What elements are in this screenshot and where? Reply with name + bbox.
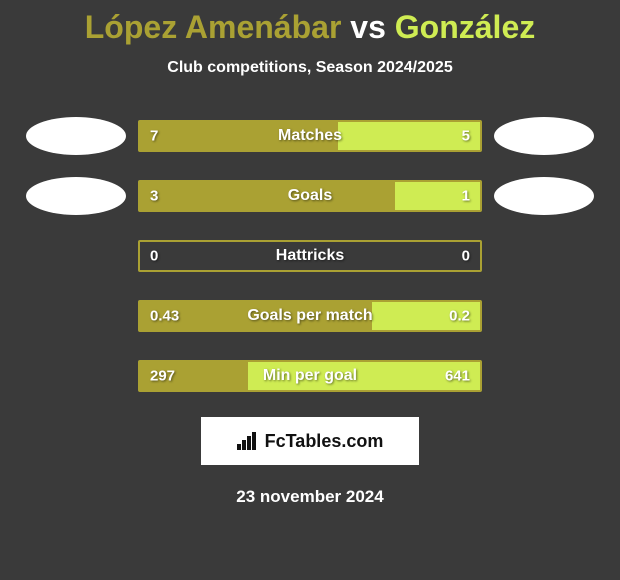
stat-row: 7 5 Matches [0, 117, 620, 155]
stat-value-right: 0 [462, 248, 470, 265]
stat-value-left: 3 [150, 188, 158, 205]
bar-right-fill [338, 122, 480, 150]
stat-value-right: 1 [462, 188, 470, 205]
chart-icon [237, 432, 259, 450]
stat-bar: 7 5 Matches [138, 120, 482, 152]
attribution-badge: FcTables.com [201, 417, 419, 465]
stat-bar: 0.43 0.2 Goals per match [138, 300, 482, 332]
stat-row: 0 0 Hattricks [0, 237, 620, 275]
stat-bar: 0 0 Hattricks [138, 240, 482, 272]
stat-value-right: 0.2 [449, 308, 470, 325]
stat-label: Matches [278, 127, 342, 145]
stat-value-left: 0.43 [150, 308, 179, 325]
stat-value-left: 0 [150, 248, 158, 265]
stat-value-right: 641 [445, 368, 470, 385]
attribution-text: FcTables.com [265, 431, 384, 452]
title-player1: López Amenábar [85, 9, 342, 45]
title-vs: vs [341, 9, 394, 45]
subtitle: Club competitions, Season 2024/2025 [0, 59, 620, 77]
stat-label: Hattricks [276, 247, 344, 265]
bar-left-fill [140, 182, 395, 210]
stat-value-left: 297 [150, 368, 175, 385]
stat-bar: 3 1 Goals [138, 180, 482, 212]
stat-row: 0.43 0.2 Goals per match [0, 297, 620, 335]
stat-label: Goals [288, 187, 332, 205]
stat-bar: 297 641 Min per goal [138, 360, 482, 392]
stat-value-left: 7 [150, 128, 158, 145]
stat-value-right: 5 [462, 128, 470, 145]
page-title: López Amenábar vs González [0, 0, 620, 45]
stat-label: Min per goal [263, 367, 357, 385]
comparison-chart: 7 5 Matches 3 1 Goals 0 0 Hattricks 0.43 0.2 Goals … [0, 117, 620, 395]
player1-club-logo [26, 177, 126, 215]
datestamp: 23 november 2024 [0, 487, 620, 507]
title-player2: González [395, 9, 535, 45]
stat-label: Goals per match [247, 307, 372, 325]
player2-portrait [494, 117, 594, 155]
player1-portrait [26, 117, 126, 155]
stat-row: 297 641 Min per goal [0, 357, 620, 395]
stat-row: 3 1 Goals [0, 177, 620, 215]
player2-club-logo [494, 177, 594, 215]
